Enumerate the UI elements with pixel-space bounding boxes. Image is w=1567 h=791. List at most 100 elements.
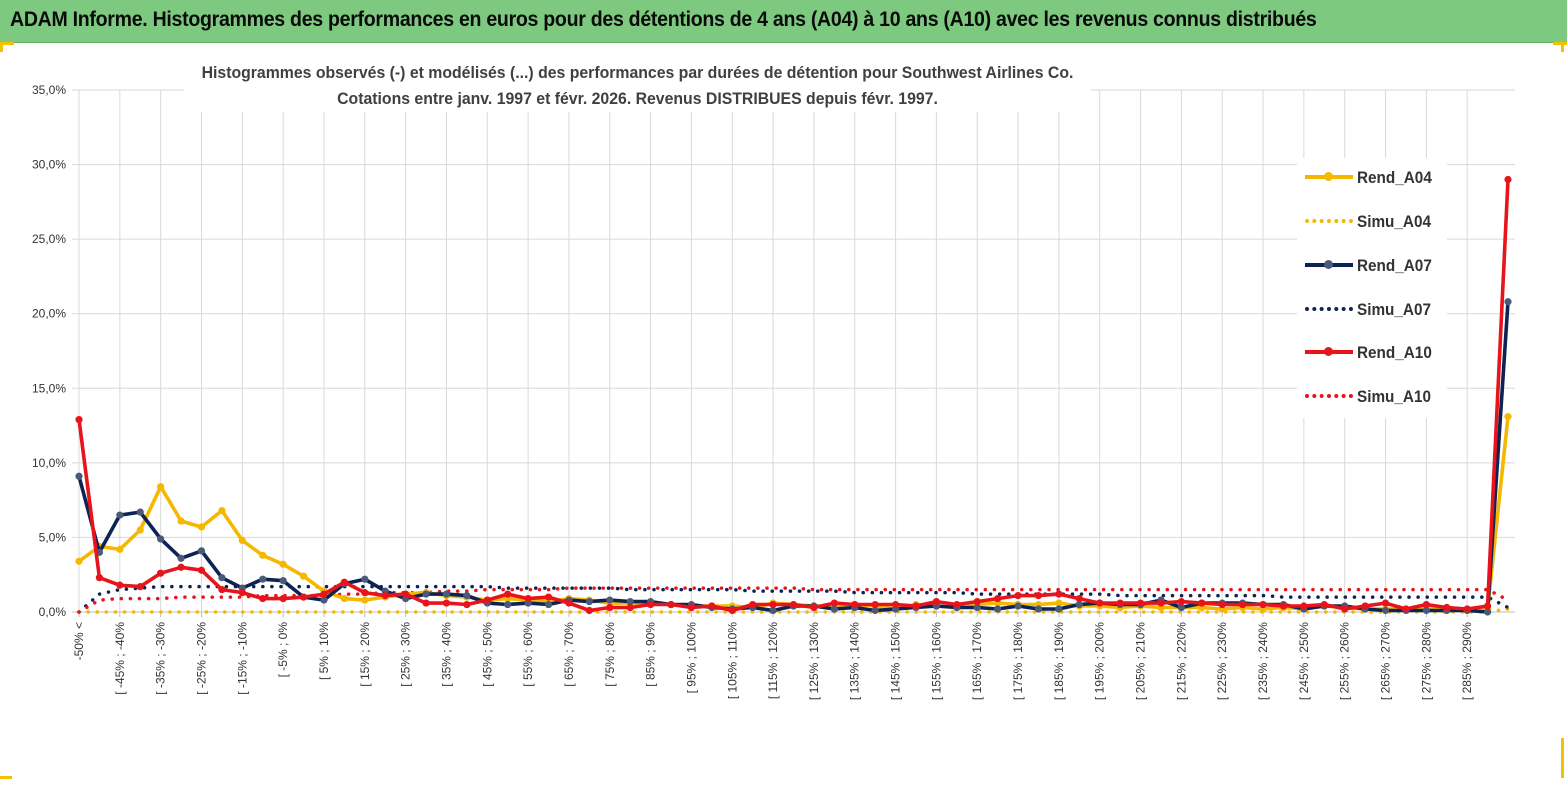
data-point-rend-a10 (1136, 599, 1145, 607)
legend-item-rend-a04: Rend_A04 (1305, 166, 1455, 190)
data-point-rend-a10 (1014, 591, 1022, 600)
data-point-rend-a04 (75, 557, 83, 565)
x-tick-label: [ -25% ; -20% (194, 622, 208, 695)
y-tick-label: 25,0% (32, 232, 66, 246)
data-point-rend-a10 (177, 563, 185, 571)
data-point-rend-a07 (1381, 606, 1390, 615)
y-tick-label: 20,0% (32, 307, 66, 321)
data-point-rend-a04 (1055, 599, 1063, 607)
x-tick-label: [ 35% ; 40% (439, 622, 453, 687)
data-point-rend-a04 (1504, 413, 1512, 421)
data-point-rend-a10 (197, 566, 206, 574)
corner-accent-bottom-left (0, 776, 12, 779)
data-point-rend-a07 (504, 600, 512, 609)
data-point-rend-a10 (422, 599, 430, 607)
legend-label-simu-a04: Simu_A04 (1357, 212, 1431, 231)
data-point-rend-a07 (606, 596, 614, 604)
data-point-rend-a10 (1198, 599, 1206, 607)
data-point-rend-a10 (1218, 600, 1226, 609)
series-line-rend-a04 (77, 416, 1510, 611)
data-point-rend-a10 (1504, 175, 1512, 184)
legend-label-simu-a07: Simu_A07 (1357, 300, 1431, 319)
data-point-rend-a10 (259, 594, 267, 603)
data-point-rend-a10 (340, 578, 348, 586)
y-tick-label: 15,0% (32, 381, 66, 395)
data-point-rend-a10 (789, 600, 798, 609)
data-point-rend-a07 (544, 600, 553, 609)
data-point-rend-a10 (667, 600, 675, 609)
legend-label-rend-a07: Rend_A07 (1357, 256, 1432, 275)
data-point-rend-a10 (626, 603, 634, 612)
x-tick-label: [ 65% ; 70% (562, 622, 576, 687)
x-tick-label: [ 45% ; 50% (480, 622, 494, 687)
data-point-rend-a10 (1422, 600, 1430, 609)
data-point-rend-a04 (136, 526, 144, 534)
data-point-rend-a10 (463, 600, 471, 609)
y-tick-label: 0,0% (39, 605, 67, 619)
data-point-rend-a10 (442, 599, 451, 607)
x-axis: -50% < [ -45% ; -40% [ -35% ; -30% [ -25% ;… (72, 611, 1515, 700)
x-tick-label: [ -5% ; 0% (276, 622, 290, 678)
data-point-rend-a10 (1402, 605, 1410, 613)
legend-label-rend-a10: Rend_A10 (1357, 343, 1432, 362)
x-tick-label: [ 15% ; 20% (358, 622, 372, 687)
data-point-rend-a04 (299, 572, 308, 580)
x-tick-label: [ 25% ; 30% (399, 622, 413, 687)
data-point-rend-a10 (994, 594, 1002, 603)
legend-item-simu-a10: Simu_A10 (1305, 385, 1455, 409)
data-point-rend-a10 (871, 600, 879, 609)
data-point-rend-a07 (177, 554, 185, 562)
data-point-rend-a07 (218, 574, 226, 582)
series-line-rend-a10 (77, 179, 1510, 613)
data-point-rend-a10 (299, 593, 308, 601)
x-tick-label: [ 165% ; 170% (970, 622, 984, 700)
data-point-rend-a10 (116, 581, 124, 589)
x-tick-label: [ 245% ; 250% (1297, 622, 1311, 700)
data-point-rend-a04 (197, 523, 206, 531)
data-point-rend-a10 (1075, 594, 1083, 603)
x-tick-label: [ 205% ; 210% (1134, 622, 1148, 700)
data-point-rend-a07 (1034, 605, 1043, 613)
x-tick-label: [ -35% ; -30% (154, 622, 168, 695)
data-point-rend-a04 (157, 483, 165, 491)
series-line-simu-a10 (77, 586, 1510, 614)
data-point-rend-a07 (442, 590, 451, 598)
data-point-rend-a04 (279, 560, 287, 568)
data-point-rend-a07 (320, 596, 328, 604)
data-point-rend-a07 (136, 508, 144, 516)
legend-swatch-simu-a07 (1305, 307, 1353, 311)
data-point-rend-a07 (422, 590, 430, 598)
x-tick-label: [ 235% ; 240% (1256, 622, 1270, 700)
data-point-rend-a07 (830, 605, 838, 613)
x-tick-label: [ 255% ; 260% (1338, 622, 1352, 700)
x-tick-label: [ 75% ; 80% (603, 622, 617, 687)
data-point-rend-a07 (769, 606, 777, 615)
data-point-rend-a10 (1463, 605, 1471, 613)
x-tick-label: [ 265% ; 270% (1379, 622, 1393, 700)
data-point-rend-a10 (483, 596, 491, 604)
y-tick-label: 10,0% (32, 456, 66, 470)
data-point-rend-a10 (136, 583, 144, 591)
data-point-rend-a10 (1116, 599, 1124, 607)
data-point-rend-a07 (279, 577, 287, 585)
data-point-rend-a10 (157, 569, 165, 577)
x-tick-label: [ -15% ; -10% (235, 622, 249, 695)
data-point-rend-a10 (708, 602, 716, 610)
series-line-simu-a04 (77, 607, 1510, 614)
data-point-rend-a07 (75, 472, 83, 480)
data-point-rend-a10 (728, 606, 736, 615)
data-point-rend-a10 (687, 603, 696, 612)
data-point-rend-a10 (585, 606, 593, 615)
header-banner: ADAM Informe. Histogrammes des performan… (0, 0, 1567, 43)
data-point-rend-a07 (157, 535, 165, 543)
data-point-rend-a04 (361, 596, 369, 604)
series-layer (75, 175, 1512, 616)
data-point-rend-a10 (953, 600, 961, 609)
legend-marker-rend-a07 (1324, 260, 1333, 269)
data-point-rend-a10 (810, 603, 818, 612)
x-tick-label: [ 105% ; 110% (725, 622, 739, 699)
data-point-rend-a07 (994, 605, 1002, 613)
legend-label-rend-a04: Rend_A04 (1357, 168, 1432, 187)
chart-title-block: Histogrammes observés (-) et modélisés (… (184, 60, 1091, 112)
data-point-rend-a10 (973, 597, 981, 606)
